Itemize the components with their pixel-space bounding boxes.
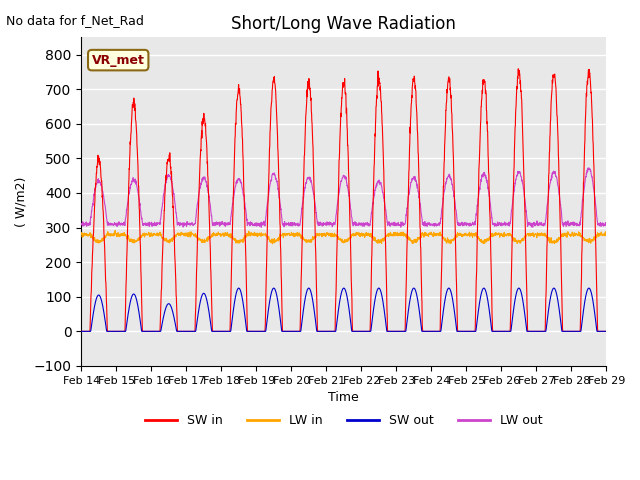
X-axis label: Time: Time <box>328 391 359 404</box>
Legend: SW in, LW in, SW out, LW out: SW in, LW in, SW out, LW out <box>140 409 547 432</box>
Y-axis label: ( W/m2): ( W/m2) <box>15 177 28 227</box>
Text: VR_met: VR_met <box>92 54 145 67</box>
Text: No data for f_Net_Rad: No data for f_Net_Rad <box>6 14 144 27</box>
Title: Short/Long Wave Radiation: Short/Long Wave Radiation <box>231 15 456 33</box>
